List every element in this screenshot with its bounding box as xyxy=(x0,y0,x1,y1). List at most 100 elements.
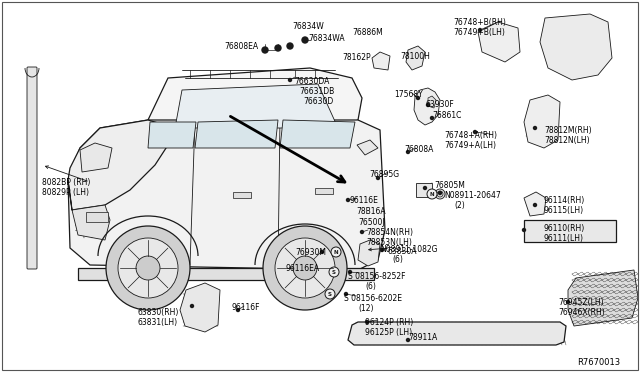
Polygon shape xyxy=(280,120,355,148)
Polygon shape xyxy=(406,46,425,70)
Polygon shape xyxy=(524,192,546,216)
Text: 78162P: 78162P xyxy=(342,53,371,62)
Text: 76630DA: 76630DA xyxy=(294,77,330,86)
Polygon shape xyxy=(524,95,560,148)
Text: 96111(LH): 96111(LH) xyxy=(543,234,583,243)
Polygon shape xyxy=(540,14,612,80)
Text: 96110(RH): 96110(RH) xyxy=(543,224,584,233)
Circle shape xyxy=(302,37,308,43)
Polygon shape xyxy=(358,240,380,266)
Circle shape xyxy=(191,305,193,308)
Circle shape xyxy=(566,301,570,304)
Text: 76834W: 76834W xyxy=(292,22,324,31)
Polygon shape xyxy=(68,180,110,240)
Bar xyxy=(86,212,108,222)
Text: (6): (6) xyxy=(392,255,403,264)
Circle shape xyxy=(376,176,380,180)
Text: (6): (6) xyxy=(365,282,376,291)
Polygon shape xyxy=(68,120,385,270)
Text: 76748+A(RH): 76748+A(RH) xyxy=(444,131,497,140)
Circle shape xyxy=(106,226,190,310)
Text: 96115(LH): 96115(LH) xyxy=(543,206,583,215)
Text: 78812M(RH): 78812M(RH) xyxy=(544,126,591,135)
Text: 76861C: 76861C xyxy=(432,111,461,120)
Text: 63830(RH): 63830(RH) xyxy=(137,308,179,317)
Circle shape xyxy=(293,256,317,280)
Text: 76808A: 76808A xyxy=(404,145,433,154)
Circle shape xyxy=(321,250,323,253)
Circle shape xyxy=(424,186,426,189)
Text: 80829P (LH): 80829P (LH) xyxy=(42,188,89,197)
Circle shape xyxy=(237,308,239,311)
Polygon shape xyxy=(195,120,278,148)
Circle shape xyxy=(289,78,291,81)
Bar xyxy=(416,183,432,197)
FancyBboxPatch shape xyxy=(524,220,616,242)
Circle shape xyxy=(365,321,369,324)
Circle shape xyxy=(136,256,160,280)
Text: 76808EA: 76808EA xyxy=(224,42,258,51)
Text: 76500J: 76500J xyxy=(358,218,385,227)
Text: 96124P (RH): 96124P (RH) xyxy=(365,318,413,327)
Text: R7670013: R7670013 xyxy=(577,358,620,367)
Circle shape xyxy=(474,131,477,134)
Circle shape xyxy=(275,238,335,298)
Circle shape xyxy=(344,292,348,295)
Circle shape xyxy=(329,267,339,277)
Polygon shape xyxy=(180,283,220,332)
Text: 76895G: 76895G xyxy=(369,170,399,179)
Circle shape xyxy=(118,238,178,298)
Text: 76749+A(LH): 76749+A(LH) xyxy=(444,141,496,150)
Text: 96125P (LH): 96125P (LH) xyxy=(365,328,412,337)
Circle shape xyxy=(263,226,347,310)
Bar xyxy=(233,192,251,198)
Text: 78100H: 78100H xyxy=(400,52,430,61)
Text: 78853N(LH): 78853N(LH) xyxy=(366,238,412,247)
Circle shape xyxy=(346,199,349,202)
Polygon shape xyxy=(80,143,112,172)
Polygon shape xyxy=(414,88,440,125)
Circle shape xyxy=(427,189,437,199)
Circle shape xyxy=(435,189,445,199)
Polygon shape xyxy=(148,122,196,148)
Polygon shape xyxy=(372,52,390,70)
Text: 78854N(RH): 78854N(RH) xyxy=(366,228,413,237)
Text: 96116F: 96116F xyxy=(232,303,260,312)
Circle shape xyxy=(417,96,419,99)
FancyBboxPatch shape xyxy=(27,67,37,269)
Text: 63930F: 63930F xyxy=(425,100,454,109)
Circle shape xyxy=(360,231,364,234)
Polygon shape xyxy=(175,84,338,128)
Text: 96116E: 96116E xyxy=(349,196,378,205)
Text: 76631DB: 76631DB xyxy=(299,87,334,96)
Circle shape xyxy=(331,247,341,257)
Polygon shape xyxy=(68,120,175,210)
Circle shape xyxy=(534,203,536,206)
Text: 76930M: 76930M xyxy=(295,248,326,257)
Circle shape xyxy=(406,339,410,341)
Circle shape xyxy=(522,228,525,231)
Circle shape xyxy=(381,248,383,251)
Text: S: S xyxy=(328,292,332,296)
Polygon shape xyxy=(348,322,566,345)
Text: 76805M: 76805M xyxy=(434,181,465,190)
Text: 76945Z(LH): 76945Z(LH) xyxy=(558,298,604,307)
Text: 96114(RH): 96114(RH) xyxy=(543,196,584,205)
Text: 78B16A: 78B16A xyxy=(356,207,386,216)
Text: (2): (2) xyxy=(454,201,465,210)
Circle shape xyxy=(349,270,351,273)
Circle shape xyxy=(431,116,433,119)
Text: 76946X(RH): 76946X(RH) xyxy=(558,308,605,317)
Text: S 08156-8252F: S 08156-8252F xyxy=(348,272,406,281)
Circle shape xyxy=(479,29,481,32)
Text: N08911-1082G: N08911-1082G xyxy=(380,245,438,254)
Text: N08911-20647: N08911-20647 xyxy=(444,191,500,200)
Text: 78911A: 78911A xyxy=(408,333,437,342)
Circle shape xyxy=(325,289,335,299)
Circle shape xyxy=(262,47,268,53)
Text: 78812N(LH): 78812N(LH) xyxy=(544,136,589,145)
FancyBboxPatch shape xyxy=(78,268,374,280)
Text: (12): (12) xyxy=(358,304,374,313)
Circle shape xyxy=(534,126,536,129)
Polygon shape xyxy=(428,96,436,108)
